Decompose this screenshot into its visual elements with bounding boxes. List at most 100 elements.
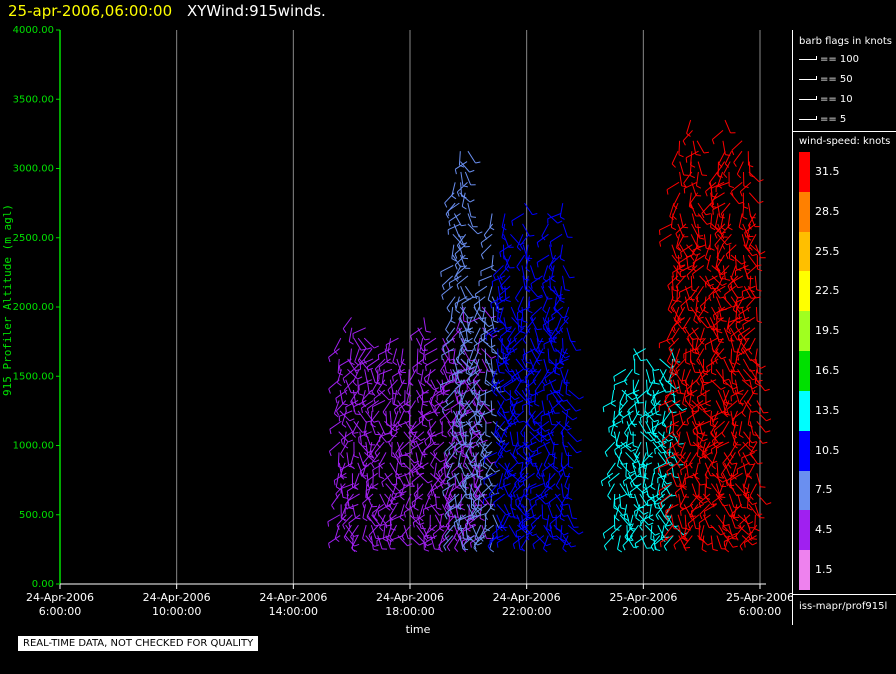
wind-barb [478, 410, 486, 428]
wind-barb [642, 452, 653, 468]
wind-barb [444, 504, 455, 520]
data-source: iss-mapr/prof915l [799, 601, 888, 612]
wind-barb [686, 265, 698, 280]
wind-barb [372, 503, 385, 518]
wind-barb [497, 296, 510, 309]
wind-barb [634, 358, 640, 376]
wind-barb [423, 503, 437, 515]
wind-barb [548, 493, 561, 508]
wind-barb [726, 400, 738, 415]
wind-barb [371, 514, 386, 527]
wind-barb [710, 441, 724, 455]
wind-barb [644, 483, 654, 499]
wind-barb [522, 327, 531, 344]
wind-barb [536, 441, 550, 454]
wind-barb [483, 223, 494, 240]
wind-barb [565, 379, 571, 397]
wind-barb [504, 254, 512, 272]
wind-barb [716, 535, 727, 550]
wind-barb [738, 306, 751, 320]
wind-barb [670, 296, 681, 313]
wind-barb [331, 493, 341, 510]
wind-barb [473, 348, 480, 366]
wind-barb [718, 150, 726, 168]
wind-barb [639, 410, 653, 423]
wind-barb [684, 514, 691, 531]
wind-barb [507, 327, 516, 344]
wind-barb [549, 525, 559, 540]
wind-barb [542, 265, 549, 283]
speed-swatch [799, 510, 810, 551]
wind-barb [716, 244, 724, 262]
wind-barb [546, 514, 552, 532]
wind-barb [684, 524, 694, 542]
wind-barb [703, 514, 715, 529]
wind-barb [686, 431, 696, 447]
x-tick-label: 25-Apr-2006 [726, 591, 792, 604]
wind-barb [640, 514, 654, 527]
wind-barb [739, 514, 751, 530]
wind-barb [559, 317, 570, 333]
barb-flag-icon [799, 115, 817, 120]
wind-barb [629, 524, 639, 541]
legend-panel: barb flags in knots == 100 == 50 == 10 =… [792, 30, 896, 625]
wind-barb [748, 431, 754, 449]
wind-barb [683, 348, 698, 359]
speed-label: 28.5 [815, 204, 840, 218]
wind-barb [485, 462, 494, 480]
wind-barb [633, 348, 646, 362]
wind-barb [622, 472, 636, 487]
wind-barb [715, 337, 724, 355]
wind-barb [366, 358, 379, 372]
wind-barb [561, 410, 578, 421]
wind-barb [671, 327, 680, 344]
wind-barb [698, 514, 711, 528]
wind-barb [523, 514, 537, 527]
wind-barb [466, 317, 473, 335]
wind-barb [737, 327, 751, 341]
wind-barb [415, 462, 429, 476]
wind-barb [720, 223, 732, 239]
wind-barb [748, 524, 758, 541]
wind-barb [561, 431, 569, 448]
wind-barb [409, 369, 417, 386]
wind-barb [518, 514, 530, 529]
wind-barb [536, 233, 549, 248]
wind-barb [335, 400, 347, 416]
wind-barb [474, 285, 488, 300]
wind-barb [532, 410, 544, 426]
wind-barb [652, 389, 667, 401]
wind-barb [567, 524, 584, 535]
wind-barb [697, 400, 712, 412]
wind-barb [504, 462, 510, 480]
wind-barb [392, 368, 405, 382]
wind-barb [429, 452, 446, 463]
wind-barb [460, 161, 475, 173]
wind-barb [537, 420, 550, 435]
x-tick-time: 10:00:00 [152, 605, 201, 618]
wind-barb [338, 358, 352, 371]
wind-barb [730, 296, 744, 309]
wind-barb [732, 296, 739, 314]
wind-barb [691, 400, 704, 414]
wind-barb [664, 524, 674, 541]
wind-barb [483, 472, 497, 485]
wind-barb [730, 275, 744, 288]
wind-barb [563, 369, 569, 387]
wind-barb [442, 337, 454, 353]
wind-barb [741, 400, 749, 418]
barb-flag-icon [799, 55, 817, 60]
wind-barb [478, 275, 493, 287]
wind-barb [455, 441, 468, 456]
flag-100: == 100 [799, 54, 859, 65]
wind-barb [513, 327, 525, 343]
wind-barb [696, 420, 711, 432]
wind-barb [347, 493, 360, 507]
wind-barb [456, 275, 469, 290]
wind-barb [349, 348, 355, 366]
wind-barb [723, 389, 730, 407]
wind-barb [690, 244, 699, 261]
wind-barb [373, 504, 381, 522]
wind-barb [723, 400, 730, 418]
wind-barb [378, 368, 393, 380]
